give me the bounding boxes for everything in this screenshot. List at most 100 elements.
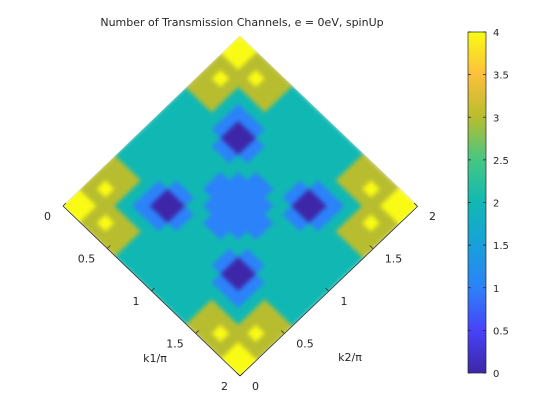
heatmap-cell [211,153,233,174]
heatmap-cell [176,136,198,157]
heatmap-cell [202,93,225,115]
heatmap-cell [255,280,278,302]
heatmap-cell [123,187,145,208]
y-axis-line [239,205,419,377]
heatmap-cell [114,229,136,251]
heatmap-cell [282,204,304,225]
heatmap-cell [123,136,145,157]
heatmap-cell [158,187,180,208]
heatmap-cell [335,136,357,157]
heatmap-cell [96,178,118,200]
heatmap-cell [70,204,92,225]
heatmap-cell [255,127,278,149]
heatmap-cell [158,204,180,225]
heatmap-cell [264,136,287,157]
heatmap-cell [273,127,295,149]
heatmap-cell [255,229,278,251]
x-tick-label: 2 [221,380,228,393]
heatmap-cell [229,136,251,157]
heatmap-cell [176,272,198,293]
colorbar-tick-label: 3 [493,113,499,124]
heatmap-cell [273,161,295,183]
heatmap-cell [149,229,171,251]
heatmap-cell [176,119,198,140]
heatmap-cell [300,119,322,140]
x-tick-label: 1 [133,295,140,308]
heatmap-cell [140,221,163,242]
heatmap-cell [300,153,322,174]
colorbar-tick-label: 4 [493,28,499,39]
y-tick-label: 0.5 [296,338,314,351]
heatmap-cell [291,195,313,217]
heatmap-cell [202,263,225,285]
heatmap-cell [140,153,163,174]
heatmap-cell [229,187,251,208]
heatmap-cell [353,204,375,225]
heatmap-cell [282,136,304,157]
heatmap-cell [353,221,375,242]
heatmap-cell [335,170,357,191]
heatmap-cell [255,110,278,132]
heatmap-cell [370,187,393,208]
x-tick-mark [106,245,111,249]
heatmap-cell [309,229,331,251]
heatmap-cell [255,195,278,217]
heatmap-cell [149,127,171,149]
heatmap-cell [114,212,136,234]
heatmap-cell [149,195,171,217]
colorbar-tick-label: 1 [493,284,499,295]
heatmap-cell [264,187,287,208]
heatmap-cell [202,212,225,234]
heatmap-cell [255,263,278,285]
heatmap-cell [123,170,145,191]
heatmap-cell [176,170,198,191]
heatmap-cell [185,178,207,200]
y-tick-mark [236,372,241,377]
heatmap-cell [105,187,127,208]
x-tick-mark [151,287,155,292]
heatmap-cell [247,187,269,208]
heatmap-cell [264,153,287,174]
heatmap-cell [167,212,189,234]
heatmap-cell [362,229,384,251]
x-tick-mark [195,330,200,334]
heatmap-cell [300,289,322,310]
heatmap-cell [202,280,225,302]
heatmap-cell [158,153,180,174]
x-tick-label: 1.5 [166,338,184,351]
heatmap-cell [140,204,163,225]
heatmap-cell [282,153,304,174]
heatmap-cell [326,212,348,234]
heatmap-cell [167,178,189,200]
chart-title: Number of Transmission Channels, e = 0eV… [100,16,383,29]
heatmap-cell [211,170,233,191]
heatmap-cell [211,136,233,157]
heatmap-cell [326,144,348,166]
heatmap-cell [96,161,118,183]
heatmap-cell [309,212,331,234]
heatmap-cell [344,195,366,217]
heatmap-cell [300,204,322,225]
heatmap-cell [291,178,313,200]
heatmap-cell [300,136,322,157]
heatmap-cell [132,127,154,149]
heatmap-cell [220,110,242,132]
heatmap-cell [193,153,216,174]
heatmap-cell [202,178,225,200]
heatmap-cell [255,161,278,183]
heatmap-cell [202,76,225,98]
heatmap-cell [220,195,242,217]
heatmap-cell [167,127,189,149]
heatmap-cell [264,170,287,191]
heatmap-cell [176,204,198,225]
heatmap-cell [105,153,127,174]
heatmap-cell [202,110,225,132]
heatmap-cell [114,144,136,166]
heatmap-cell [379,178,402,200]
heatmap-cell [255,331,278,353]
heatmap-cell [370,204,393,225]
heatmap-cell [185,212,207,234]
y-tick-label: 0 [252,380,259,393]
heatmap-cell [247,136,269,157]
